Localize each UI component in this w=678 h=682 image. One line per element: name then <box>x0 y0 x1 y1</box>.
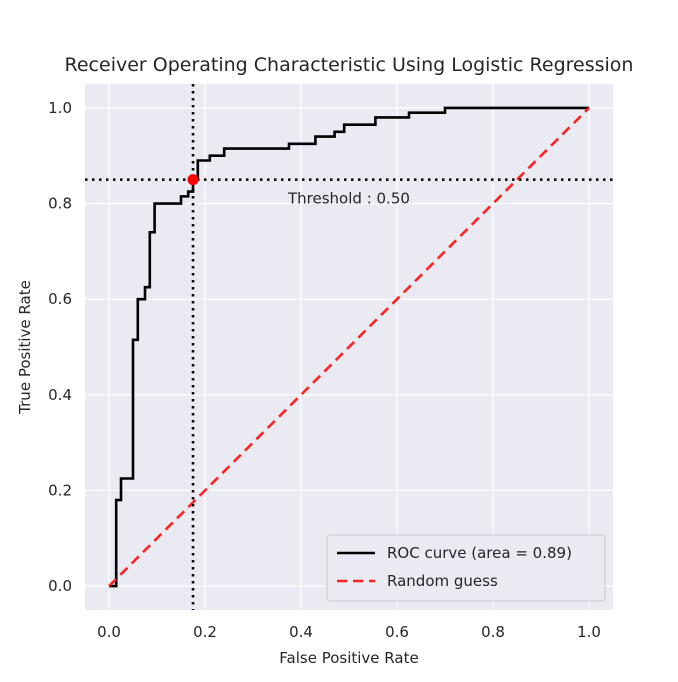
legend-box <box>326 534 606 602</box>
x-tick-label: 0.8 <box>481 623 505 641</box>
x-tick-label: 0.6 <box>385 623 409 641</box>
y-tick-label: 0.2 <box>48 481 72 499</box>
y-tick-label: 0.6 <box>48 290 72 308</box>
threshold-point <box>187 174 199 186</box>
y-tick-labels: 0.0 0.2 0.4 0.6 0.8 1.0 <box>48 99 72 595</box>
legend-entry-roc: ROC curve (area = 0.89) <box>387 544 572 562</box>
legend-entry-random: Random guess <box>387 572 498 590</box>
legend: ROC curve (area = 0.89) Random guess <box>326 534 606 602</box>
x-tick-label: 0.0 <box>97 623 121 641</box>
y-axis-label: True Positive Rate <box>16 280 34 415</box>
random-guess-line <box>108 106 590 588</box>
threshold-annotation: Threshold : 0.50 <box>287 190 410 208</box>
threshold-layer <box>85 84 613 610</box>
x-tick-labels: 0.0 0.2 0.4 0.6 0.8 1.0 <box>97 623 601 641</box>
y-tick-label: 0.0 <box>48 577 72 595</box>
chart-title: Receiver Operating Characteristic Using … <box>65 54 634 76</box>
y-tick-label: 0.8 <box>48 195 72 213</box>
x-tick-label: 1.0 <box>577 623 601 641</box>
x-axis-label: False Positive Rate <box>279 649 418 667</box>
x-tick-label: 0.2 <box>193 623 217 641</box>
y-tick-label: 0.4 <box>48 386 72 404</box>
x-tick-label: 0.4 <box>289 623 313 641</box>
y-tick-label: 1.0 <box>48 99 72 117</box>
grid-lines <box>85 84 613 610</box>
